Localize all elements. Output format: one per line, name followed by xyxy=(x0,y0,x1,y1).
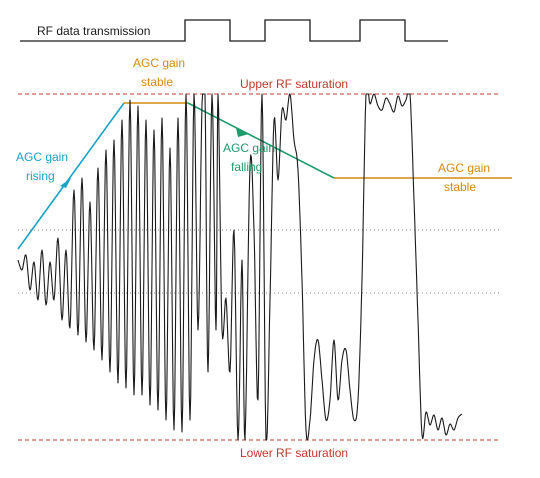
agc-rising-line xyxy=(17,102,125,250)
rf-transmission-label: RF data transmission xyxy=(37,24,150,38)
agc-falling-label-line2: falling xyxy=(231,160,262,174)
agc-stable-label-2-line1: AGC gain xyxy=(438,161,490,175)
agc-rising-label-line1: AGC gain xyxy=(16,150,68,164)
agc-falling-arrow xyxy=(236,128,249,137)
rf-signal-waveform xyxy=(17,93,463,441)
agc-stable-label-2-line2: stable xyxy=(444,180,476,194)
agc-stable-label-1-line2: stable xyxy=(141,75,173,89)
agc-stable-label-1-line1: AGC gain xyxy=(133,56,185,70)
agc-falling-label-line1: AGC gain xyxy=(223,141,275,155)
upper-saturation-label: Upper RF saturation xyxy=(240,77,348,91)
lower-saturation-label: Lower RF saturation xyxy=(240,446,348,460)
rf-transmission-wave xyxy=(20,19,448,42)
agc-rising-arrow xyxy=(60,178,71,188)
agc-rising-label-line2: rising xyxy=(26,169,55,183)
